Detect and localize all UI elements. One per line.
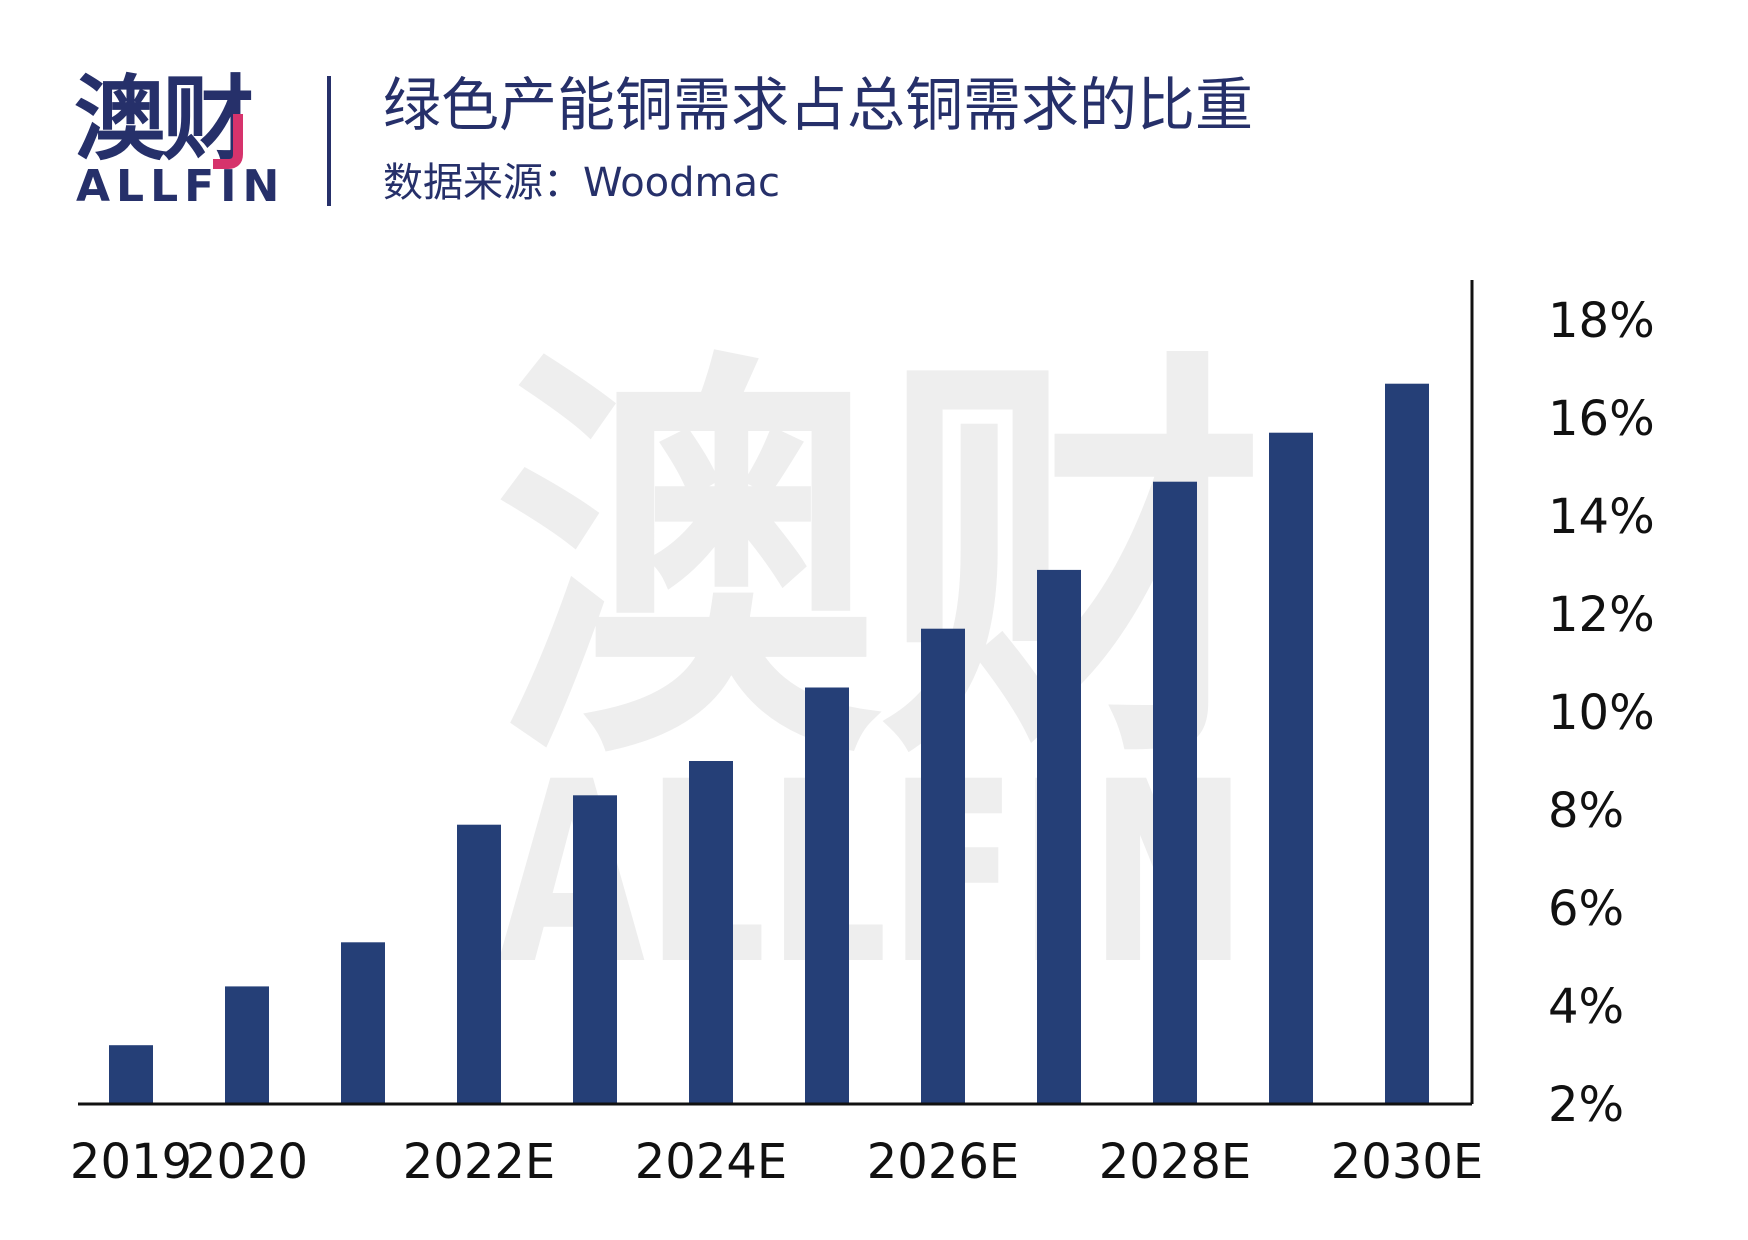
y-tick-label-12: 12% (1548, 587, 1655, 643)
bar-2023E (573, 795, 617, 1104)
x-tick-label-2030E: 2030E (1331, 1134, 1483, 1190)
x-tick-label-2022E: 2022E (403, 1134, 555, 1190)
bars (109, 383, 1429, 1104)
x-tick-label-2028E: 2028E (1099, 1134, 1251, 1190)
y-tick-label-6: 6% (1548, 881, 1624, 937)
bar-2022E (457, 824, 501, 1104)
bar-2020 (225, 986, 269, 1104)
y-tick-label-14: 14% (1548, 489, 1655, 545)
bar-2025E (805, 687, 849, 1104)
watermark-cjk: 澳财 (495, 321, 1265, 810)
x-tick-label-2026E: 2026E (867, 1134, 1019, 1190)
logo-cjk-text: 澳财 (74, 66, 254, 173)
y-tick-label-2: 2% (1548, 1077, 1624, 1133)
logo-en-text: ALLFIN (76, 161, 286, 212)
y-tick-label-10: 10% (1548, 685, 1655, 741)
bar-2027E (1037, 569, 1081, 1104)
data-source: 数据来源：Woodmac (383, 160, 781, 206)
x-tick-label-2024E: 2024E (635, 1134, 787, 1190)
bar-chart: 澳财 ALLFIN 2%4%6%8%10%12%14%16%18% 201920… (70, 280, 1655, 1190)
chart-title: 绿色产能铜需求占总铜需求的比重 (383, 71, 1254, 139)
bar-2029E (1269, 432, 1313, 1104)
watermark: 澳财 ALLFIN (495, 321, 1265, 1019)
logo-accent-mark-icon (213, 114, 243, 169)
y-tick-labels: 2% 4% 6% 8% 10% 12% 14% 16% 18% (1548, 293, 1655, 1133)
y-tick-label-16: 16% (1548, 391, 1655, 447)
bar-2024E (689, 761, 733, 1104)
bar-2030E (1385, 383, 1429, 1104)
x-tick-label-2019: 2019 (70, 1134, 192, 1190)
y-tick-label-8: 8% (1548, 783, 1624, 839)
y-tick-label-4: 4% (1548, 979, 1624, 1035)
bar-2019 (109, 1045, 153, 1104)
y-tick-label-18: 18% (1548, 293, 1655, 349)
bar-2028E (1153, 481, 1197, 1104)
x-tick-label-2020: 2020 (186, 1134, 308, 1190)
allfin-logo: 澳财 ALLFIN (74, 66, 279, 212)
bar-2021 (341, 942, 385, 1104)
watermark-en: ALLFIN (498, 728, 1248, 1019)
header-divider (327, 76, 331, 206)
bar-2026E (921, 628, 965, 1104)
